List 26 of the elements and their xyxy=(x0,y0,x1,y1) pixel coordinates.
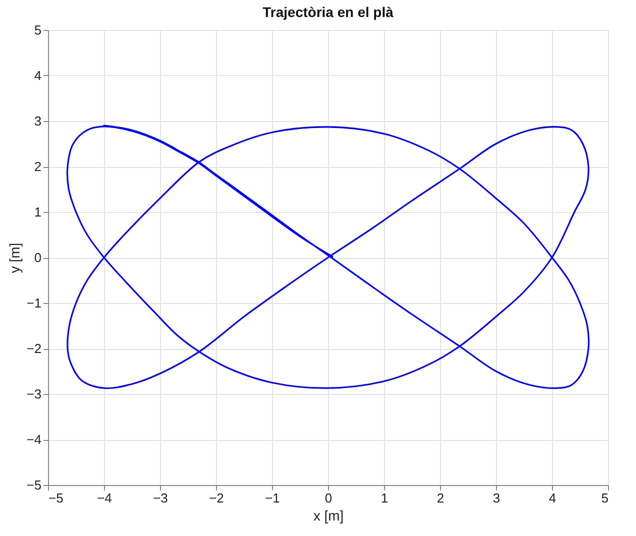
x-tick-label: 3 xyxy=(492,490,500,506)
y-tick-label: 3 xyxy=(34,114,42,128)
x-tick-label: 5 xyxy=(601,490,608,506)
y-axis-title: y [m] xyxy=(6,242,23,274)
x-tick-label: −4 xyxy=(97,490,112,506)
x-tick-label: −1 xyxy=(265,490,280,506)
x-axis-title: x [m] xyxy=(313,508,344,524)
line-series xyxy=(66,124,590,389)
y-tick-label: −3 xyxy=(26,386,42,402)
y-tick-label: −1 xyxy=(26,296,42,310)
y-tick-label: −2 xyxy=(26,341,42,356)
chart-title: Trajectòria en el plà xyxy=(262,4,394,20)
x-tick-label: 1 xyxy=(380,490,388,506)
y-tick-label: −4 xyxy=(26,432,42,447)
y-tick-label: 2 xyxy=(34,159,42,174)
y-tick-label: 1 xyxy=(34,204,42,220)
x-tick-label: −5 xyxy=(48,490,64,506)
x-tick-label: −3 xyxy=(153,490,168,506)
x-tick-label: −2 xyxy=(209,490,224,506)
y-tick-label: 5 xyxy=(34,22,42,38)
x-tick-label: 2 xyxy=(436,490,444,506)
y-tick-label: −5 xyxy=(26,478,42,492)
y-tick-label: 0 xyxy=(34,250,42,265)
x-tick-label: 0 xyxy=(324,490,332,506)
y-tick-label: 4 xyxy=(34,68,42,83)
x-tick-label: 4 xyxy=(548,490,556,506)
